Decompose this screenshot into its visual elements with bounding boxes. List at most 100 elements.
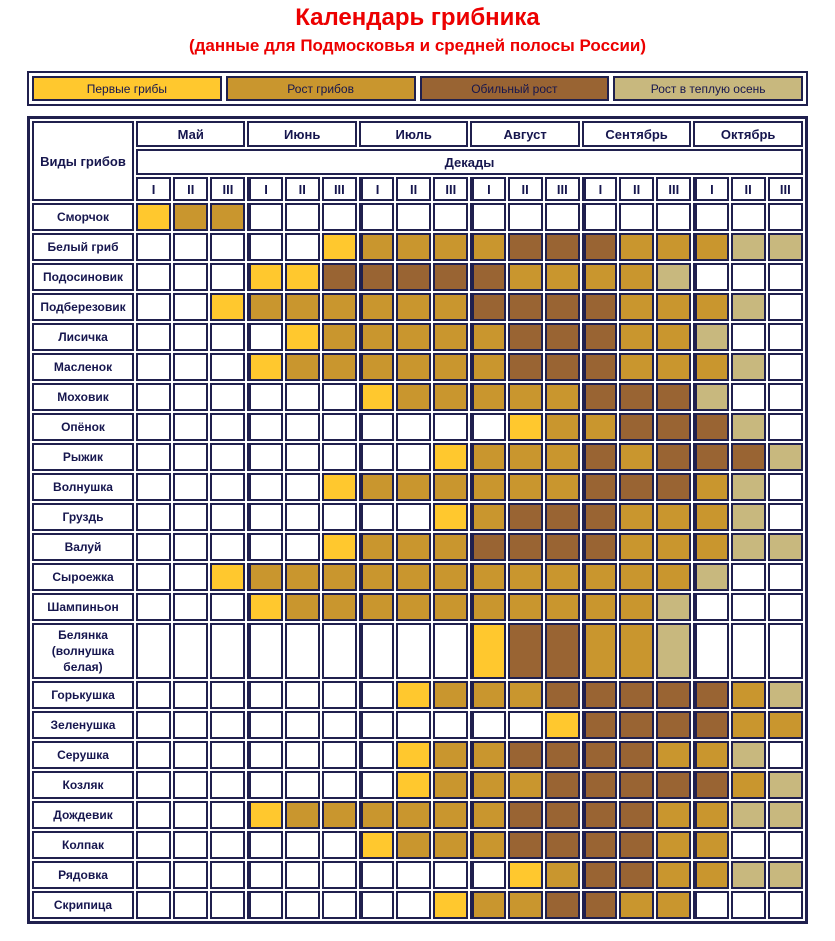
calendar-cell	[470, 801, 506, 829]
decade-header-2: II	[173, 177, 209, 201]
month-header-4: Август	[470, 121, 580, 147]
calendar-cell	[433, 323, 469, 351]
calendar-cell	[544, 801, 580, 829]
calendar-cell	[247, 353, 283, 381]
table-row: Рядовка	[32, 861, 803, 889]
calendar-cell	[358, 233, 395, 261]
calendar-cell	[136, 771, 172, 799]
calendar-cell	[656, 383, 692, 411]
calendar-cell	[470, 383, 506, 411]
legend-item-label: Первые грибы	[86, 81, 167, 96]
calendar-cell	[581, 353, 618, 381]
calendar-cell	[693, 203, 729, 231]
table-row: Горькушка	[32, 681, 803, 709]
table-row: Сыроежка	[32, 563, 803, 591]
month-header-2: Июнь	[247, 121, 357, 147]
calendar-cell	[358, 801, 395, 829]
mushroom-calendar-page: Календарь грибника (данные для Подмосков…	[0, 4, 835, 924]
calendar-cell	[619, 831, 655, 859]
calendar-cell	[136, 323, 172, 351]
calendar-cell	[173, 831, 209, 859]
table-row: Серушка	[32, 741, 803, 769]
calendar-cell	[507, 263, 543, 291]
calendar-cell	[730, 681, 766, 709]
calendar-cell	[396, 323, 432, 351]
calendar-cell	[730, 741, 766, 769]
calendar-cell	[396, 443, 432, 471]
calendar-cell	[656, 323, 692, 351]
calendar-cell	[173, 323, 209, 351]
calendar-cell	[358, 203, 395, 231]
table-row: Груздь	[32, 503, 803, 531]
legend-item-label: Обильный рост	[471, 81, 558, 96]
calendar-cell	[321, 741, 357, 769]
calendar-cell	[433, 861, 469, 889]
table-row: Белый гриб	[32, 233, 803, 261]
calendar-cell	[136, 623, 172, 679]
month-header-1: Май	[136, 121, 246, 147]
calendar-cell	[693, 533, 729, 561]
legend-item-label: Рост грибов	[287, 81, 354, 96]
calendar-cell	[656, 711, 692, 739]
calendar-cell	[210, 353, 246, 381]
calendar-cell	[767, 593, 803, 621]
calendar-table-wrap: Виды грибов Май Июнь Июль Август Сентябрь Октя…	[27, 116, 808, 924]
calendar-cell	[247, 801, 283, 829]
table-row: Валуй	[32, 533, 803, 561]
calendar-cell	[730, 563, 766, 591]
calendar-cell	[470, 293, 506, 321]
calendar-cell	[173, 263, 209, 291]
calendar-cell	[581, 593, 618, 621]
calendar-cell	[396, 891, 432, 919]
calendar-cell	[767, 533, 803, 561]
calendar-cell	[581, 861, 618, 889]
calendar-cell	[321, 443, 357, 471]
calendar-cell	[210, 233, 246, 261]
calendar-cell	[730, 891, 766, 919]
calendar-cell	[247, 741, 283, 769]
calendar-cell	[136, 413, 172, 441]
calendar-cell	[358, 711, 395, 739]
calendar-cell	[470, 681, 506, 709]
calendar-cell	[173, 861, 209, 889]
calendar-cell	[396, 563, 432, 591]
calendar-cell	[507, 593, 543, 621]
calendar-cell	[321, 383, 357, 411]
calendar-cell	[693, 503, 729, 531]
calendar-cell	[581, 203, 618, 231]
table-row: Опёнок	[32, 413, 803, 441]
calendar-cell	[247, 203, 283, 231]
calendar-cell	[507, 681, 543, 709]
calendar-cell	[507, 711, 543, 739]
calendar-cell	[396, 681, 432, 709]
row-label-23: Скрипица	[32, 891, 134, 919]
calendar-cell	[730, 383, 766, 411]
calendar-cell	[247, 861, 283, 889]
calendar-cell	[210, 473, 246, 501]
calendar-cell	[544, 593, 580, 621]
calendar-cell	[656, 861, 692, 889]
row-label-4: Подберезовик	[32, 293, 134, 321]
calendar-cell	[656, 831, 692, 859]
calendar-cell	[396, 263, 432, 291]
calendar-cell	[693, 771, 729, 799]
calendar-cell	[544, 771, 580, 799]
calendar-cell	[730, 413, 766, 441]
calendar-cell	[396, 861, 432, 889]
calendar-cell	[173, 383, 209, 411]
calendar-cell	[507, 741, 543, 769]
calendar-cell	[173, 801, 209, 829]
calendar-cell	[173, 203, 209, 231]
decade-header-11: II	[507, 177, 543, 201]
calendar-cell	[767, 831, 803, 859]
calendar-cell	[284, 861, 320, 889]
row-label-2: Белый гриб	[32, 233, 134, 261]
calendar-cell	[767, 711, 803, 739]
calendar-cell	[321, 203, 357, 231]
calendar-cell	[247, 771, 283, 799]
calendar-cell	[544, 831, 580, 859]
species-column-header: Виды грибов	[32, 121, 134, 201]
calendar-cell	[173, 443, 209, 471]
calendar-cell	[358, 593, 395, 621]
calendar-cell	[581, 891, 618, 919]
